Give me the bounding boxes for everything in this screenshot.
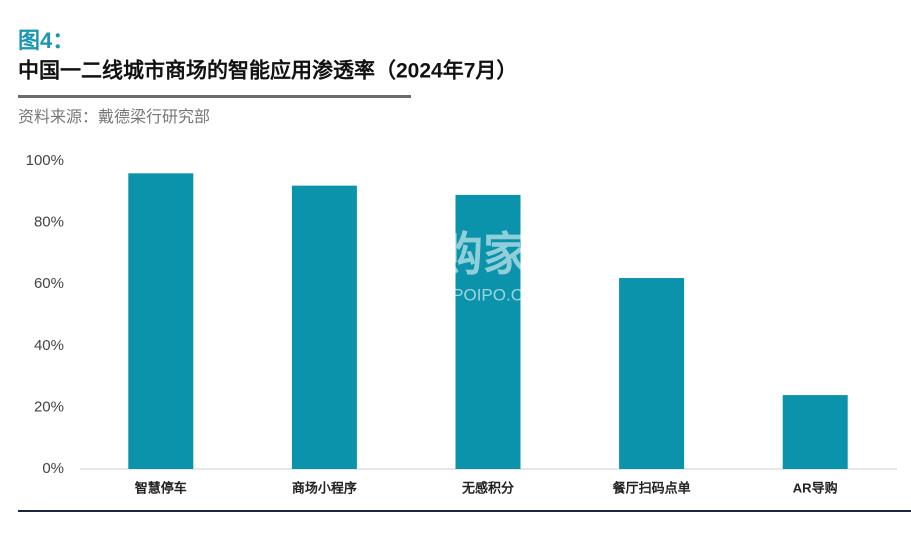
x-tick-label: 智慧停车 (135, 480, 187, 495)
y-tick-label: 60% (34, 275, 64, 292)
x-tick-label: AR导购 (793, 480, 838, 495)
bar (128, 173, 194, 469)
bar (291, 185, 357, 469)
title-rule (18, 95, 411, 98)
y-tick-label: 100% (26, 152, 64, 169)
watermark: 行业报告 IPOIPO.CN (375, 285, 536, 304)
chart-source: 资料来源：戴德梁行研究部 (18, 108, 210, 126)
x-tick-label: 餐厅扫码点单 (612, 480, 691, 495)
y-tick-label: 20% (34, 398, 64, 415)
bar (782, 395, 848, 469)
watermark: 并购家 (391, 228, 529, 280)
bottom-rule (18, 510, 911, 512)
chart-title: 中国一二线城市商场的智能应用渗透率（2024年7月） (18, 59, 517, 83)
y-tick-label: 40% (34, 337, 64, 354)
figure-label: 图4： (18, 28, 74, 53)
x-tick-label: 商场小程序 (292, 480, 357, 495)
bar (455, 194, 521, 469)
bar (619, 278, 685, 469)
y-tick-label: 80% (34, 214, 64, 231)
x-tick-label: 无感积分 (461, 480, 514, 495)
y-tick-label: 0% (42, 460, 64, 477)
